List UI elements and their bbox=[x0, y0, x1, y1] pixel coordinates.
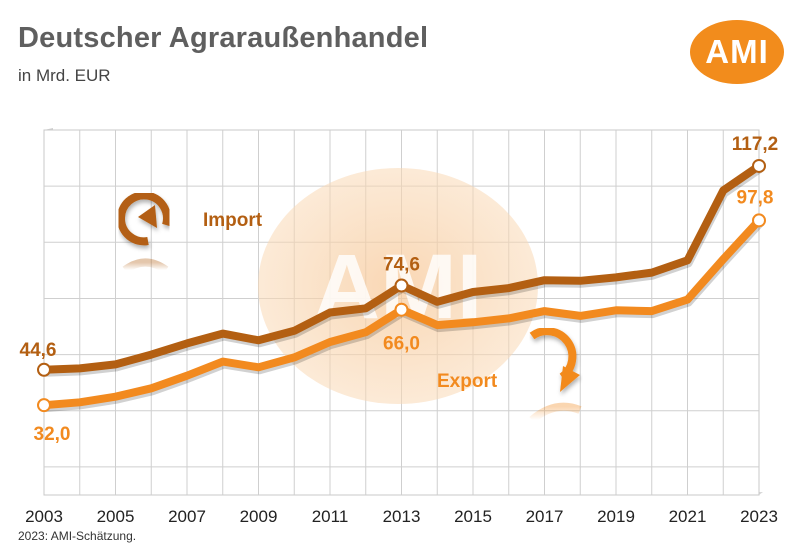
export-arrow-reflection bbox=[529, 402, 582, 424]
x-tick-label: 2017 bbox=[526, 507, 564, 526]
x-tick-label: 2023 bbox=[740, 507, 778, 526]
x-tick-label: 2019 bbox=[597, 507, 635, 526]
ami-logo: AMI bbox=[690, 20, 784, 84]
import-arrow-icon bbox=[116, 191, 171, 246]
footnote: 2023: AMI-Schätzung. bbox=[18, 529, 137, 543]
x-tick-label: 2011 bbox=[312, 507, 349, 526]
data-label-export-2013: 66,0 bbox=[383, 334, 420, 355]
data-point-import-2023 bbox=[752, 158, 766, 173]
legend-import: Import bbox=[203, 210, 263, 231]
data-label-import-2023: 117,2 bbox=[732, 134, 779, 155]
export-arrow-icon bbox=[529, 327, 580, 392]
data-label-export-2003: 32,0 bbox=[34, 424, 71, 445]
data-point-export-2023 bbox=[752, 213, 766, 228]
x-tick-label: 2007 bbox=[168, 507, 206, 526]
data-point-import-2003 bbox=[37, 362, 51, 377]
data-point-export-2013 bbox=[394, 302, 409, 317]
x-tick-label: 2005 bbox=[97, 507, 135, 526]
x-tick-label: 2015 bbox=[454, 507, 492, 526]
data-point-export-2003 bbox=[37, 398, 51, 413]
import-arrow-reflection bbox=[122, 258, 169, 274]
x-tick-label: 2021 bbox=[669, 507, 707, 526]
data-label-import-2013: 74,6 bbox=[383, 255, 420, 276]
data-label-export-2023: 97,8 bbox=[737, 187, 774, 208]
chart-subtitle: in Mrd. EUR bbox=[18, 66, 111, 85]
legend-export: Export bbox=[437, 371, 498, 392]
data-point-import-2013 bbox=[394, 278, 409, 293]
chart-title: Deutscher Agraraußenhandel bbox=[18, 22, 429, 54]
x-tick-label: 2013 bbox=[383, 507, 421, 526]
x-tick-label: 2003 bbox=[25, 507, 63, 526]
x-tick-labels: 2003 2005 2007 2009 2011 2013 2015 2017 2019 2021… bbox=[25, 507, 778, 526]
data-label-import-2003: 44,6 bbox=[20, 340, 57, 361]
x-tick-label: 2009 bbox=[240, 507, 278, 526]
ami-logo-text: AMI bbox=[705, 33, 769, 70]
series-layer: 44,6 74,6 117,2 32,0 66,0 97,8 bbox=[20, 134, 779, 445]
